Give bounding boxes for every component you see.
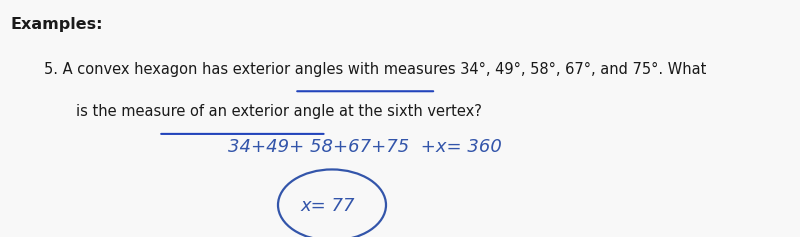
Text: 5. A convex hexagon has exterior angles with measures 34°, 49°, 58°, 67°, and 75: 5. A convex hexagon has exterior angles … [44,62,706,77]
Text: Examples:: Examples: [10,17,103,32]
Text: 34+49+ 58+67+75  +x= 360: 34+49+ 58+67+75 +x= 360 [228,138,502,156]
Text: is the measure of an exterior angle at the sixth vertex?: is the measure of an exterior angle at t… [76,104,482,119]
Text: x= 77: x= 77 [301,197,355,215]
